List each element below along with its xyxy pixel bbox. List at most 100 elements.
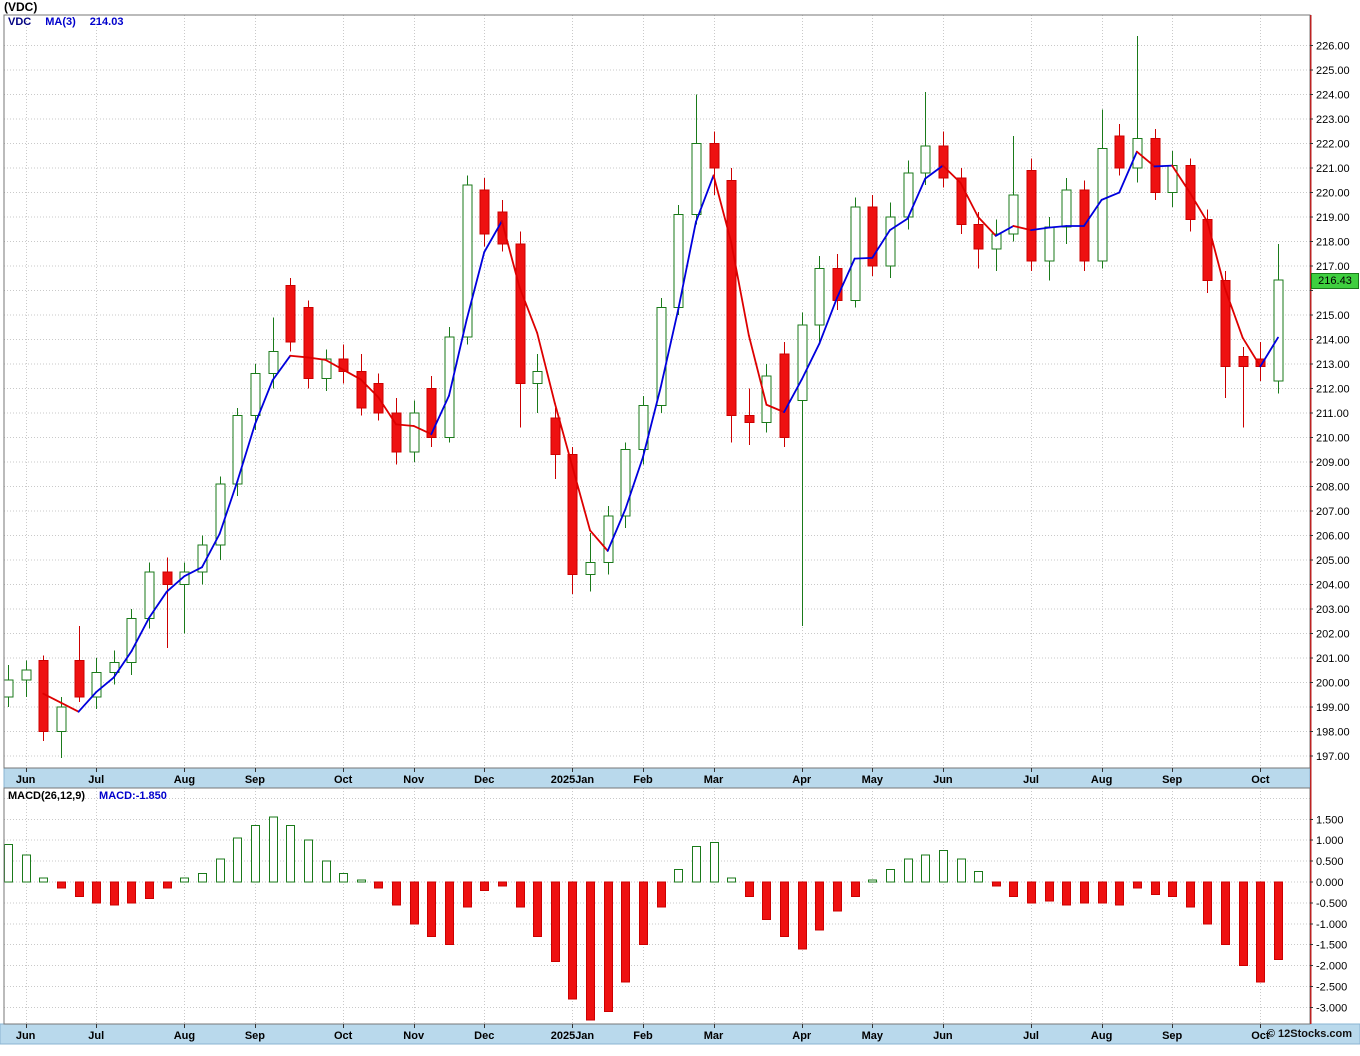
price-axis-label: 225.00 [1316,65,1350,77]
candle [691,94,702,225]
macd-bar [639,881,648,946]
candle [179,562,190,634]
page-title: (VDC) [4,0,38,14]
macd-bar [1221,881,1230,946]
candle [1238,346,1249,428]
macd-axis: -3.000 -2.500 -2.000 -1.500 -1.000 -0.500 0.00… [1310,814,1347,1014]
macd-axis-label: 0.000 [1316,877,1344,889]
price-axis-label: 223.00 [1316,114,1350,126]
macd-legend: MACD(26,12,9) MACD:-1.850 [8,790,167,802]
candle [585,532,596,592]
macd-bar [815,881,824,931]
candle [74,625,85,702]
macd-bar [1239,881,1248,967]
candle [850,197,861,308]
price-axis-label: 209.00 [1316,457,1350,469]
candle [991,219,1002,271]
price-axis-label: 221.00 [1316,163,1350,175]
candle [21,660,32,697]
macd-bar [39,877,48,883]
macd-axis-label: 1.500 [1316,814,1344,826]
macd-bar [833,881,842,912]
macd-bar [780,881,789,937]
month-label: Oct [334,1030,353,1042]
candle [162,557,173,649]
price-axis-label: 226.00 [1316,41,1350,53]
macd-bar [904,858,913,883]
macd-bar [762,881,771,921]
macd-bars [4,816,1283,1021]
macd-bar [1045,881,1054,902]
macd-bar [374,881,383,889]
candle [797,312,808,626]
macd-bar [1115,881,1124,906]
candle [268,317,279,389]
month-label: Jul [1023,774,1039,786]
macd-axis-label: -1.500 [1316,940,1347,952]
last-price-tag: 216.43 [1311,273,1359,289]
macd-bar [269,816,278,883]
price-axis-label: 220.00 [1316,188,1350,200]
month-label: Jul [1023,1030,1039,1042]
month-label: Jun [933,774,953,786]
candle [656,297,667,413]
macd-bar [1256,881,1265,983]
candle [920,92,931,186]
macd-bar [339,873,348,883]
macd-bar [322,860,331,883]
macd-bar [180,877,189,883]
candle [515,231,526,428]
candle [620,442,631,529]
month-label: 2025Jan [551,774,595,786]
macd-bar [145,881,154,900]
candle [285,278,296,352]
month-label: Feb [633,774,653,786]
macd-bar [1168,881,1177,898]
month-label: Jun [16,1030,36,1042]
macd-bar [657,881,666,908]
price-axis: 197.00 198.00 199.00 200.00 201.00 202.00 203.… [1310,41,1350,763]
candle [761,363,772,433]
month-label: Oct [334,774,353,786]
candle [1026,158,1037,271]
price-axis-label: 197.00 [1316,751,1350,763]
candle [38,655,49,742]
candle [215,476,226,560]
macd-bar [604,881,613,1012]
candle [426,376,437,448]
price-axis-label: 212.00 [1316,383,1350,395]
price-axis-label: 198.00 [1316,726,1350,738]
month-label: 2025Jan [551,1030,595,1042]
month-label: Dec [474,1030,494,1042]
macd-bar [727,877,736,883]
candle [885,202,896,279]
ma-line [42,150,1279,713]
macd-bar [974,871,983,883]
month-label: Sep [245,1030,265,1042]
candle [1097,109,1108,269]
macd-bar [621,881,630,983]
price-axis-label: 205.00 [1316,555,1350,567]
candle [709,131,720,195]
candle [726,168,737,443]
month-label: Dec [474,774,494,786]
month-label: Nov [403,774,425,786]
macd-bar [886,868,895,883]
candle [356,354,367,416]
month-label: Aug [174,774,195,786]
month-label: Apr [792,774,812,786]
price-axis-label: 217.00 [1316,261,1350,273]
macd-bar [939,850,948,883]
month-label: Aug [1091,774,1112,786]
macd-axis-label: -0.500 [1316,898,1347,910]
macd-bar [674,868,683,883]
month-label: Mar [704,774,724,786]
price-axis-label: 214.00 [1316,334,1350,346]
candle [444,327,455,443]
macd-bar [745,881,754,898]
macd-bar [286,825,295,883]
macd-bar [392,881,401,906]
macd-bar [1203,881,1212,925]
macd-bar [92,881,101,904]
